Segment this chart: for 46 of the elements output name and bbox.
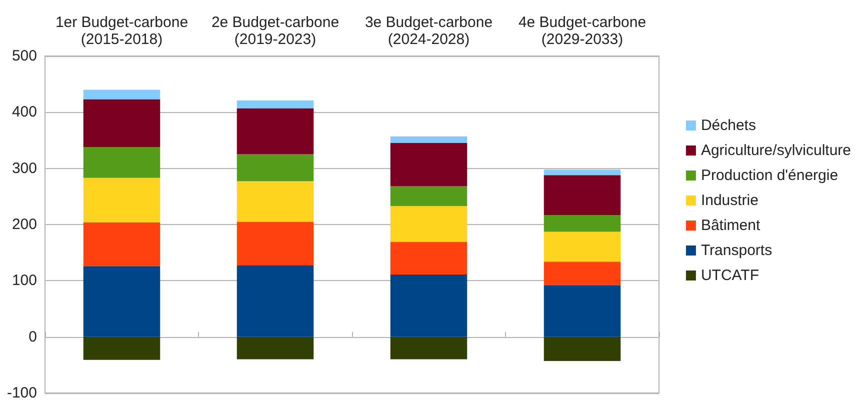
y-tick-label: 0 [28, 328, 37, 346]
legend-label: UTCATF [700, 267, 759, 284]
bar [390, 242, 468, 274]
bar [544, 336, 621, 361]
bar [390, 143, 468, 186]
y-tick-label: 200 [12, 216, 37, 233]
legend-label: Industrie [700, 192, 758, 209]
bar [83, 90, 160, 100]
bar [390, 274, 468, 337]
legend-label: Transports [700, 242, 772, 259]
bar [544, 214, 621, 232]
legend-label: Agriculture/sylviculture [700, 142, 852, 159]
y-tick-label: -100 [6, 384, 37, 401]
x-tick-label: 3e Budget-carbone (2024-2028) [364, 14, 493, 48]
bar [544, 262, 621, 286]
legend-label: Déchets [700, 117, 756, 134]
bar [236, 100, 314, 108]
bar [390, 336, 468, 360]
bar [83, 336, 160, 360]
bar [83, 222, 160, 266]
bar [236, 181, 314, 222]
bar [83, 266, 160, 337]
bar [544, 175, 621, 215]
y-tick-label: 300 [12, 160, 37, 177]
y-tick-label: 100 [12, 272, 37, 290]
bar [390, 136, 468, 144]
bar [83, 146, 160, 178]
y-tick-label: 400 [12, 104, 37, 121]
bar [236, 108, 314, 154]
bar [544, 232, 621, 262]
bar [83, 99, 160, 147]
bar [390, 186, 468, 206]
bar [236, 336, 314, 360]
x-tick-label: 1er Budget-carbone (2015-2018) [55, 14, 188, 48]
legend-label: Production d'énergie [700, 167, 838, 184]
x-tick-label: 2e Budget-carbone (2019-2023) [211, 14, 340, 48]
bar [83, 178, 160, 222]
bar [236, 222, 314, 266]
bar [544, 285, 621, 337]
bar [544, 169, 621, 176]
bar [390, 206, 468, 242]
bar [236, 266, 314, 337]
y-tick-label: 500 [12, 48, 37, 64]
bar [236, 154, 314, 182]
x-tick-label: 4e Budget-carbone (2029-2033) [518, 14, 646, 48]
legend-label: Bâtiment [700, 217, 761, 234]
